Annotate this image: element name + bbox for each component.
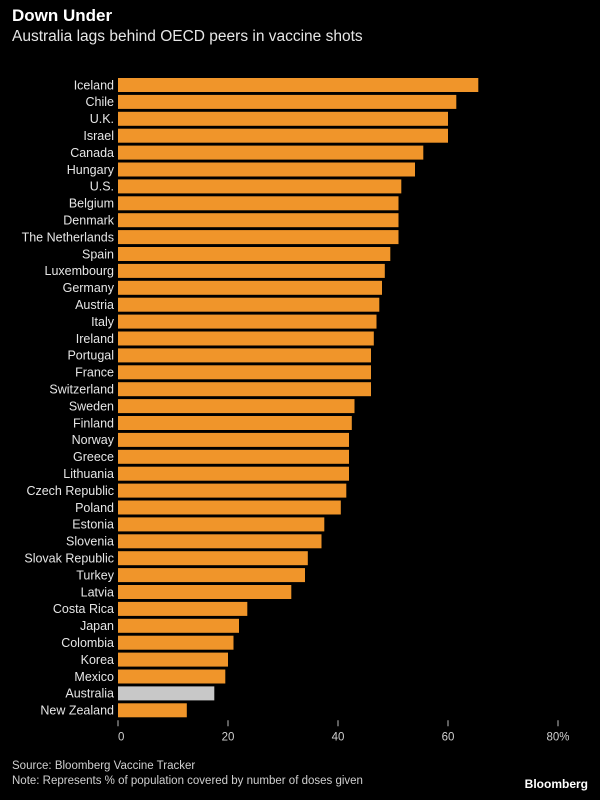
bar-new-zealand: [118, 703, 187, 718]
bar-estonia: [118, 517, 325, 532]
bar-spain: [118, 247, 391, 261]
bar-hungary: [118, 162, 415, 177]
bar-italy: [118, 314, 377, 329]
category-label: Lithuania: [63, 467, 114, 481]
category-label: Belgium: [69, 197, 114, 211]
footnote: Note: Represents % of population covered…: [12, 775, 363, 787]
bar-austria: [118, 297, 380, 312]
category-label: Mexico: [74, 670, 114, 684]
category-label: Italy: [91, 315, 115, 329]
bar-greece: [118, 449, 349, 464]
bar-costa-rica: [118, 601, 248, 616]
bar-finland: [118, 416, 352, 430]
bar-korea: [118, 652, 228, 667]
category-label: Colombia: [61, 636, 114, 650]
category-label: Latvia: [81, 585, 114, 599]
category-label: Luxembourg: [45, 264, 115, 278]
bar-belgium: [118, 196, 399, 211]
category-label: France: [75, 366, 114, 380]
bar-switzerland: [118, 382, 371, 397]
category-label: Australia: [65, 687, 114, 701]
category-label: Greece: [73, 450, 114, 464]
bar-colombia: [118, 635, 234, 650]
category-label: Austria: [75, 298, 114, 312]
x-tick-label: 80%: [546, 731, 569, 743]
category-label: U.S.: [90, 180, 114, 194]
category-label: Hungary: [67, 163, 115, 177]
bar-ireland: [118, 331, 374, 346]
brand-logo: Bloomberg: [524, 777, 588, 791]
bar-lithuania: [118, 466, 349, 481]
bar-mexico: [118, 669, 226, 684]
category-label: Chile: [86, 95, 115, 109]
category-label: Spain: [82, 247, 114, 261]
bar-u-k-: [118, 111, 448, 126]
category-label: The Netherlands: [22, 230, 114, 244]
category-label: Norway: [72, 433, 115, 447]
bar-latvia: [118, 585, 292, 599]
category-label: Korea: [81, 653, 114, 667]
category-label: Estonia: [72, 518, 114, 532]
category-label: Japan: [80, 619, 114, 633]
category-label: Slovak Republic: [24, 552, 114, 566]
bar-japan: [118, 618, 239, 633]
category-label: Ireland: [76, 332, 114, 346]
category-label: Czech Republic: [26, 484, 114, 498]
category-label: Germany: [63, 281, 115, 295]
source-note: Source: Bloomberg Vaccine Tracker: [12, 760, 196, 772]
bar-the-netherlands: [118, 230, 399, 245]
bar-sweden: [118, 399, 355, 414]
chart-subtitle: Australia lags behind OECD peers in vacc…: [12, 28, 363, 45]
bar-slovenia: [118, 534, 322, 549]
x-tick-label: 60: [442, 731, 455, 743]
bar-u-s-: [118, 179, 402, 194]
category-label: Slovenia: [66, 535, 114, 549]
category-label: Costa Rica: [53, 602, 114, 616]
bar-iceland: [118, 78, 479, 92]
bar-israel: [118, 128, 448, 143]
bar-germany: [118, 280, 382, 295]
category-label: Switzerland: [49, 383, 114, 397]
category-label: Portugal: [67, 349, 114, 363]
category-label: Sweden: [69, 399, 114, 413]
category-label: Canada: [70, 146, 114, 160]
bar-luxembourg: [118, 263, 385, 278]
bar-slovak-republic: [118, 551, 308, 566]
x-tick-label: 20: [222, 731, 235, 743]
bar-denmark: [118, 213, 399, 228]
category-label: Finland: [73, 416, 114, 430]
bar-france: [118, 365, 371, 380]
category-label: Poland: [75, 501, 114, 515]
category-label: Israel: [83, 129, 114, 143]
category-label: U.K.: [90, 112, 114, 126]
category-label: New Zealand: [40, 704, 114, 718]
category-label: Iceland: [74, 78, 114, 92]
bar-portugal: [118, 348, 371, 363]
bar-poland: [118, 500, 341, 515]
bar-chile: [118, 94, 457, 109]
x-tick-label: 0: [118, 731, 124, 743]
bar-norway: [118, 432, 349, 447]
bar-australia: [118, 686, 215, 701]
x-tick-label: 40: [332, 731, 345, 743]
category-label: Turkey: [76, 568, 114, 582]
bar-turkey: [118, 568, 305, 583]
category-label: Denmark: [63, 214, 114, 228]
bar-canada: [118, 145, 424, 160]
chart-title: Down Under: [12, 6, 113, 25]
bar-czech-republic: [118, 483, 347, 498]
